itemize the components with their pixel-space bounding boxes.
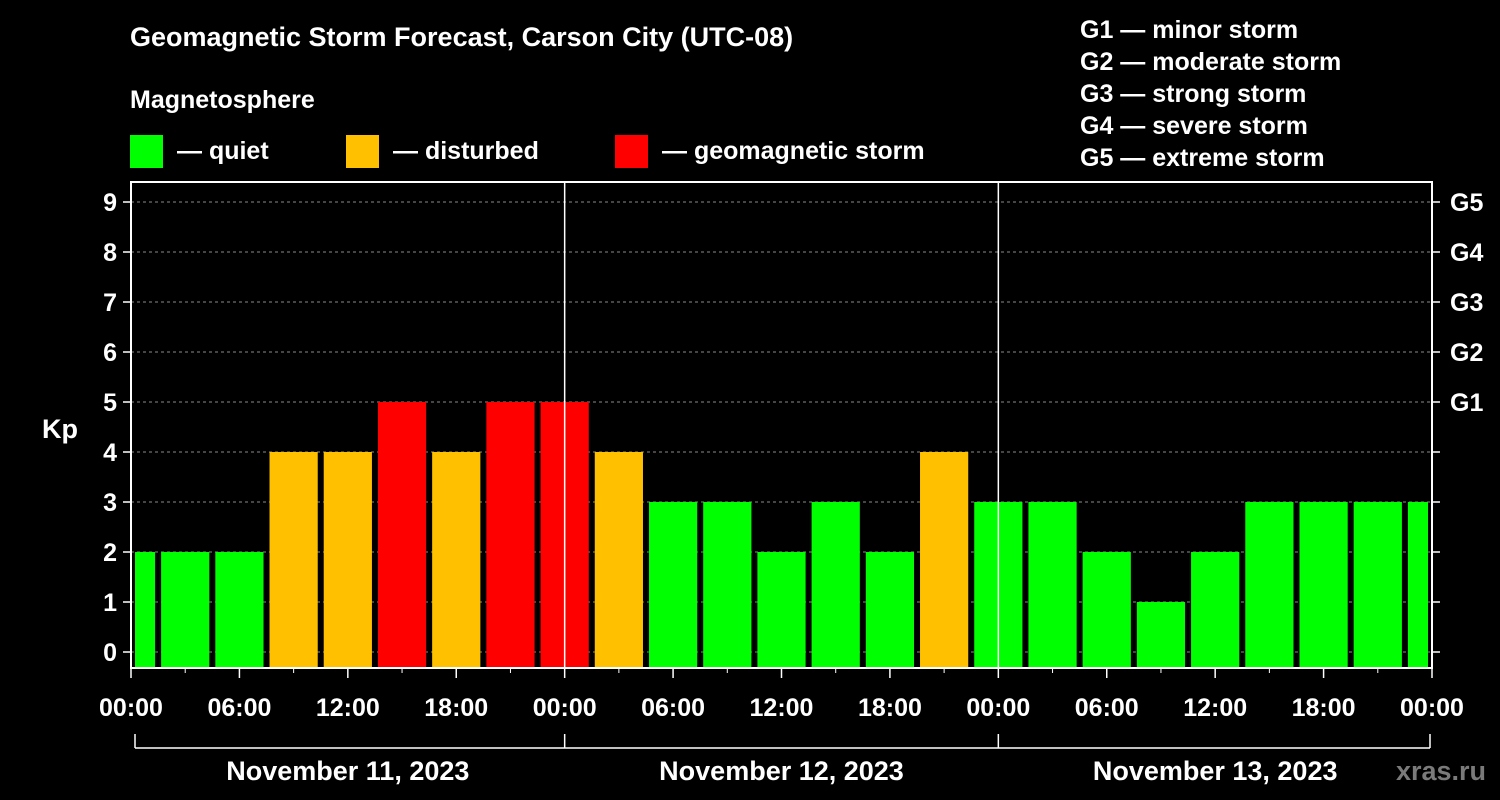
x-tick-label: 00:00 xyxy=(533,694,597,722)
day-label: November 13, 2023 xyxy=(1093,756,1338,786)
legend-item-quiet: — quiet xyxy=(130,134,269,168)
g-scale-item-g3: G3 — strong storm xyxy=(1080,80,1307,108)
g-scale-legend: G1 — minor storm G2 — moderate storm G3 … xyxy=(1080,14,1341,174)
g-scale-item-g5: G5 — extreme storm xyxy=(1080,144,1325,172)
x-tick-label: 06:00 xyxy=(1075,694,1139,722)
x-tick-label: 06:00 xyxy=(207,694,271,722)
kp-bar xyxy=(1353,502,1402,668)
x-tick-label: 12:00 xyxy=(1183,694,1247,722)
kp-bar xyxy=(432,452,481,668)
kp-bar xyxy=(1191,552,1240,668)
kp-bar xyxy=(1407,502,1428,668)
legend-label-disturbed: — disturbed xyxy=(393,136,539,165)
y-tick-label: 7 xyxy=(103,289,117,317)
g-scale-item-g4: G4 — severe storm xyxy=(1080,112,1308,140)
day-label: November 11, 2023 xyxy=(226,756,469,786)
x-tick-label: 18:00 xyxy=(1292,694,1356,722)
day-label: November 12, 2023 xyxy=(659,756,904,786)
y-tick-label: 8 xyxy=(103,239,117,267)
kp-bar xyxy=(323,452,372,668)
y-tick-label: 9 xyxy=(103,189,117,217)
x-tick-label: 18:00 xyxy=(424,694,488,722)
g-level-label: G1 xyxy=(1450,389,1483,417)
y-tick-label: 5 xyxy=(103,389,117,417)
g-level-label: G3 xyxy=(1450,289,1483,317)
x-tick-label: 12:00 xyxy=(316,694,380,722)
y-tick-label: 6 xyxy=(103,339,117,367)
y-tick-label: 1 xyxy=(103,589,117,617)
x-tick-label: 18:00 xyxy=(858,694,922,722)
x-tick-label: 00:00 xyxy=(966,694,1030,722)
chart-title: Geomagnetic Storm Forecast, Carson City … xyxy=(130,22,794,52)
x-tick-label: 00:00 xyxy=(1400,694,1464,722)
y-axis-label: Kp xyxy=(42,414,78,444)
kp-bar xyxy=(757,552,806,668)
kp-bar xyxy=(1245,502,1294,668)
legend-swatch-storm xyxy=(615,134,648,168)
x-tick-label: 00:00 xyxy=(99,694,163,722)
kp-bar xyxy=(865,552,915,668)
kp-bar xyxy=(486,402,535,668)
kp-bar xyxy=(377,402,427,668)
legend-item-disturbed: — disturbed xyxy=(346,134,539,168)
kp-bar xyxy=(161,552,210,668)
legend-swatch-quiet xyxy=(130,134,163,168)
legend-swatch-disturbed xyxy=(346,134,379,168)
x-tick-label: 12:00 xyxy=(750,694,814,722)
g-scale-item-g2: G2 — moderate storm xyxy=(1080,48,1342,76)
y-tick-label: 2 xyxy=(103,539,117,567)
kp-bar xyxy=(135,552,156,668)
legend-label-quiet: — quiet xyxy=(177,136,269,165)
kp-bar xyxy=(648,502,698,668)
y-tick-label: 3 xyxy=(103,489,117,517)
kp-bar xyxy=(1299,502,1348,668)
g-level-label: G2 xyxy=(1450,339,1483,367)
kp-bar xyxy=(1136,602,1186,668)
y-tick-label: 0 xyxy=(103,639,117,667)
kp-bar xyxy=(594,452,643,668)
y-tick-label: 4 xyxy=(103,439,117,467)
g-scale-item-g1: G1 — minor storm xyxy=(1080,16,1299,44)
x-tick-label: 06:00 xyxy=(641,694,705,722)
g-level-label: G4 xyxy=(1450,239,1483,267)
kp-bar xyxy=(1082,552,1131,668)
legend-label-storm: — geomagnetic storm xyxy=(662,136,925,165)
kp-bar xyxy=(1028,502,1077,668)
kp-bar xyxy=(811,502,860,668)
legend-heading: Magnetosphere xyxy=(130,86,315,114)
g-level-label: G5 xyxy=(1450,189,1483,217)
kp-bar xyxy=(920,452,969,668)
kp-bar xyxy=(215,552,264,668)
kp-bar xyxy=(703,502,752,668)
legend-item-storm: — geomagnetic storm xyxy=(615,134,925,168)
kp-bar xyxy=(269,452,318,668)
watermark: xras.ru xyxy=(1395,756,1486,786)
